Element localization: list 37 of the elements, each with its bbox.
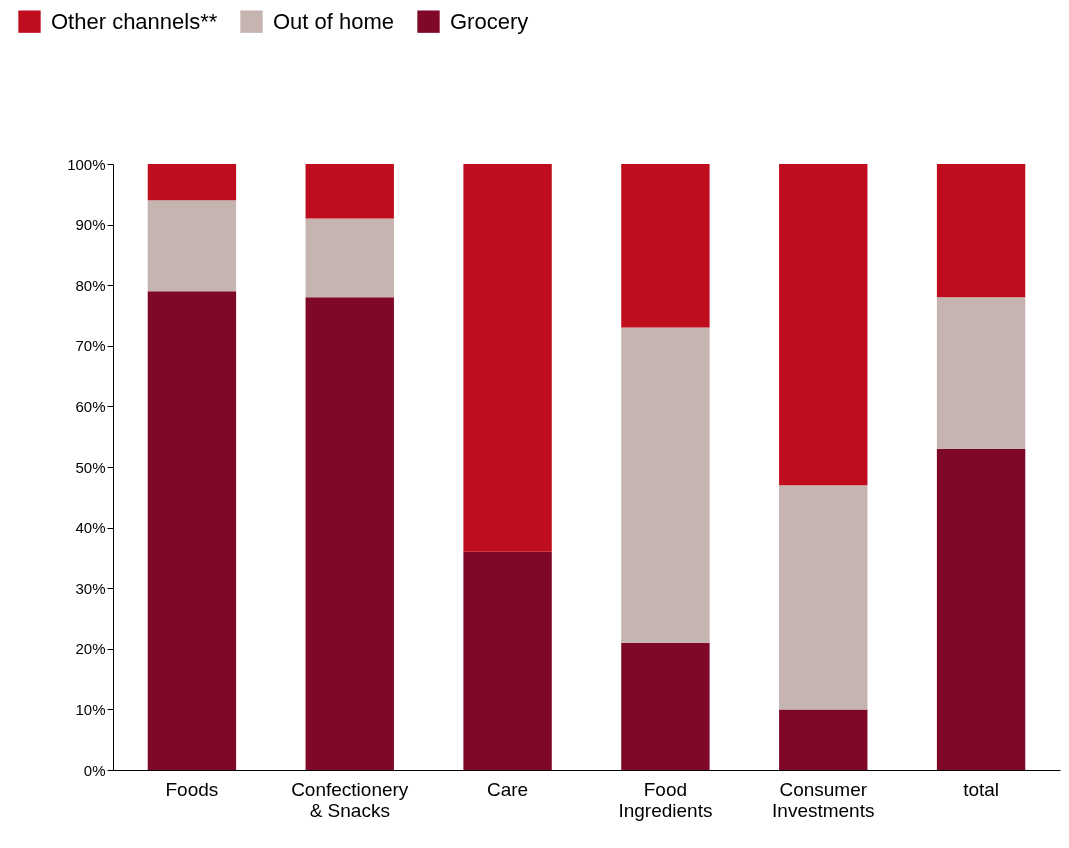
bar bbox=[621, 164, 710, 328]
bar bbox=[463, 164, 552, 552]
bar bbox=[147, 200, 237, 292]
legend-label: Out of home bbox=[273, 8, 395, 34]
x-tick-label: Foods bbox=[165, 778, 219, 800]
y-tick-label: 30% bbox=[75, 579, 106, 597]
bar bbox=[779, 485, 868, 710]
bar bbox=[305, 297, 394, 770]
x-tick-label: total bbox=[963, 778, 1000, 800]
y-tick-label: 0% bbox=[83, 761, 106, 779]
y-tick-label: 20% bbox=[75, 640, 106, 658]
legend-label: Grocery bbox=[450, 8, 529, 34]
x-tick-label: Consumer Investments bbox=[772, 778, 875, 821]
bar bbox=[147, 164, 237, 201]
bar bbox=[621, 327, 710, 643]
bar bbox=[463, 551, 552, 770]
y-tick-label: 90% bbox=[75, 216, 106, 234]
bar bbox=[779, 709, 868, 770]
y-tick-label: 70% bbox=[75, 337, 106, 355]
bar bbox=[305, 164, 394, 219]
bar bbox=[936, 164, 1026, 298]
y-tick-label: 50% bbox=[75, 458, 106, 476]
bar bbox=[936, 297, 1026, 449]
x-tick-label: Confectionery & Snacks bbox=[291, 778, 409, 821]
y-tick-label: 80% bbox=[75, 276, 106, 294]
x-tick-label: Food Ingredients bbox=[618, 778, 713, 821]
bar bbox=[305, 218, 394, 298]
bar bbox=[936, 448, 1026, 770]
y-tick-label: 10% bbox=[75, 700, 106, 718]
y-tick-label: 100% bbox=[67, 155, 106, 173]
bar bbox=[779, 164, 868, 486]
bar bbox=[621, 642, 710, 770]
y-tick-label: 60% bbox=[75, 397, 106, 415]
bar bbox=[147, 291, 237, 770]
y-tick-label: 40% bbox=[75, 519, 106, 537]
x-tick-label: Care bbox=[486, 778, 529, 800]
legend-label: Other channels** bbox=[51, 8, 218, 34]
